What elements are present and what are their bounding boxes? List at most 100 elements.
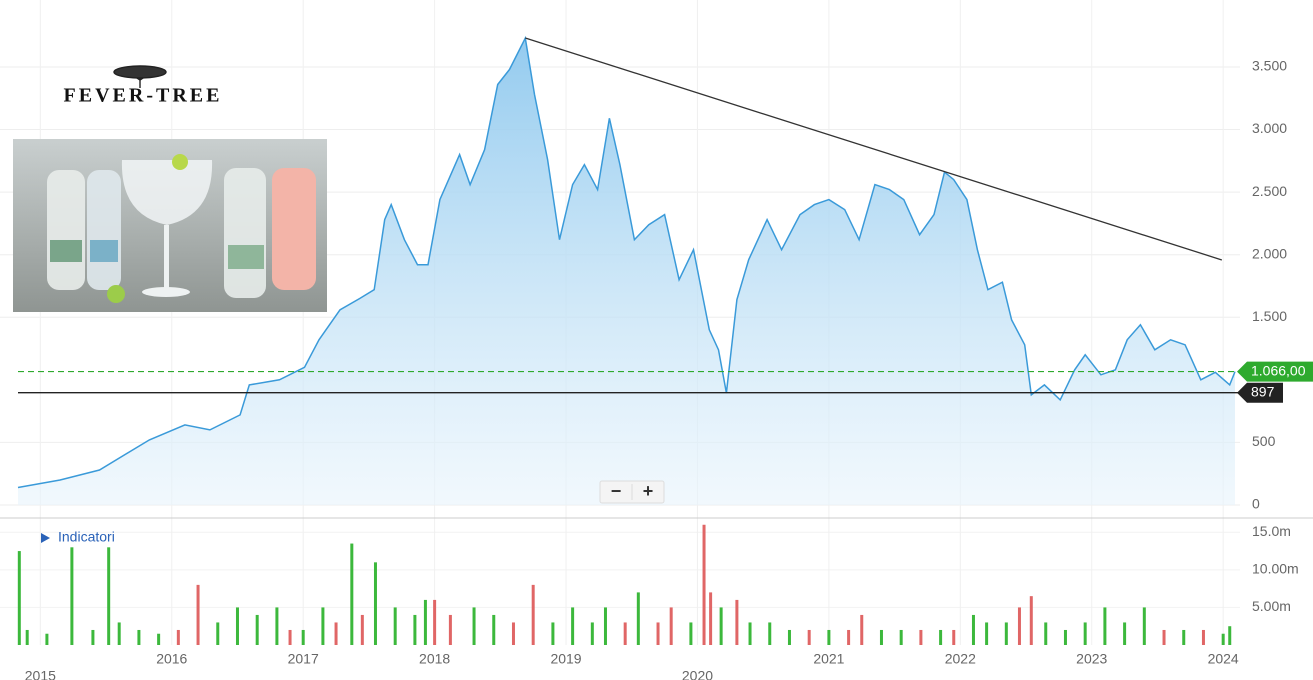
- volume-bar: [860, 614, 864, 645]
- volume-bar: [748, 622, 752, 645]
- volume-bar: [531, 584, 535, 645]
- volume-bar: [1029, 596, 1033, 645]
- price-tag: 897: [1237, 382, 1283, 403]
- indicators-toggle[interactable]: Indicatori: [41, 529, 115, 545]
- volume-bar: [636, 592, 640, 645]
- volume-bar: [157, 633, 161, 645]
- volume-bar: [1123, 622, 1127, 645]
- volume-bar: [603, 607, 607, 645]
- x-tick-label: 2015: [25, 668, 56, 680]
- zoom-controls: − +: [599, 480, 665, 504]
- volume-bar: [1221, 633, 1225, 645]
- volume-bar: [899, 629, 903, 645]
- logo-text: FEVER-TREE: [64, 85, 223, 107]
- volume-bar: [689, 622, 693, 645]
- volume-bar: [1017, 607, 1021, 645]
- price-tag-label: 1.066,00: [1251, 362, 1306, 378]
- y-tick-label: 2.500: [1252, 183, 1287, 199]
- volume-bar: [393, 607, 397, 645]
- volume-bar: [879, 629, 883, 645]
- y-tick-label: 0: [1252, 496, 1260, 512]
- volume-bar: [919, 629, 923, 645]
- volume-bar: [1228, 626, 1232, 645]
- volume-bar: [768, 622, 772, 645]
- volume-bar: [137, 629, 141, 645]
- y-tick-label: 500: [1252, 433, 1276, 449]
- volume-bar: [847, 629, 851, 645]
- volume-bar: [235, 607, 239, 645]
- volume-bar: [413, 614, 417, 645]
- volume-bar: [433, 599, 437, 645]
- volume-bar: [45, 633, 49, 645]
- volume-bar: [107, 547, 111, 645]
- volume-bar: [1162, 629, 1166, 645]
- volume-bar: [656, 622, 660, 645]
- price-tag-label: 897: [1251, 383, 1275, 399]
- y-tick-label: 2.000: [1252, 245, 1287, 261]
- x-tick-label: 2019: [550, 651, 581, 667]
- volume-bar: [176, 629, 180, 645]
- volume-bar: [807, 629, 811, 645]
- volume-bar: [1103, 607, 1107, 645]
- volume-bar: [1142, 607, 1146, 645]
- volume-bar: [216, 622, 220, 645]
- volume-bar: [350, 543, 354, 645]
- volume-bar: [288, 629, 292, 645]
- zoom-out[interactable]: −: [611, 481, 622, 501]
- logo: FEVER-TREE: [64, 65, 223, 107]
- volume-bar: [196, 584, 200, 645]
- volume-bar: [334, 622, 338, 645]
- volume-bar: [91, 629, 95, 645]
- y-tick-label: 3.500: [1252, 58, 1287, 74]
- volume-bar: [623, 622, 627, 645]
- x-tick-label: 2023: [1076, 651, 1107, 667]
- volume-bar: [17, 551, 21, 645]
- x-tick-label: 2016: [156, 651, 187, 667]
- volume-bar: [1083, 622, 1087, 645]
- price-tag-box: [1237, 382, 1283, 403]
- x-tick-label: 2024: [1208, 651, 1239, 667]
- product-photo: [13, 139, 327, 312]
- trend-line: [525, 37, 1223, 261]
- price-tag: 1.066,00: [1237, 361, 1313, 382]
- logo-tree: [113, 65, 167, 88]
- volume-bar: [551, 622, 555, 645]
- volume-bar: [735, 599, 739, 645]
- volume-bar: [590, 622, 594, 645]
- volume-bar: [952, 629, 956, 645]
- volume-bar: [827, 629, 831, 645]
- zoom-in[interactable]: +: [643, 481, 654, 501]
- volume-bar: [669, 607, 673, 645]
- volume-bar: [1063, 629, 1067, 645]
- volume-bar: [787, 629, 791, 645]
- y-tick-label: 3.000: [1252, 120, 1287, 136]
- volume-bar: [301, 629, 305, 645]
- volume-bar: [25, 629, 29, 645]
- price-tags: 1.066,00 897: [1237, 361, 1313, 403]
- volume-bar: [971, 614, 975, 645]
- volume-bar: [360, 614, 364, 645]
- volume-bar: [321, 607, 325, 645]
- price-line: [17, 35, 1236, 489]
- price-area: [18, 38, 1235, 505]
- y-tick-label: 5.00m: [1252, 598, 1291, 614]
- x-tick-label: 2021: [813, 651, 844, 667]
- x-tick-label: 2018: [419, 651, 450, 667]
- y-tick-label: 1.500: [1252, 308, 1287, 324]
- x-tick-label: 2017: [288, 651, 319, 667]
- volume-bar: [423, 599, 427, 645]
- volume-bar: [1044, 622, 1048, 645]
- volume-bar: [1004, 622, 1008, 645]
- y-tick-label: 15.0m: [1252, 523, 1291, 539]
- volume-bar: [985, 622, 989, 645]
- y-tick-label: 10.00m: [1252, 561, 1299, 577]
- volume-bar: [571, 607, 575, 645]
- indicators-label[interactable]: Indicatori: [58, 529, 115, 545]
- volume-bar: [709, 592, 713, 645]
- volume-bar: [939, 629, 943, 645]
- volume-bar: [373, 562, 377, 645]
- volume-bar: [719, 607, 723, 645]
